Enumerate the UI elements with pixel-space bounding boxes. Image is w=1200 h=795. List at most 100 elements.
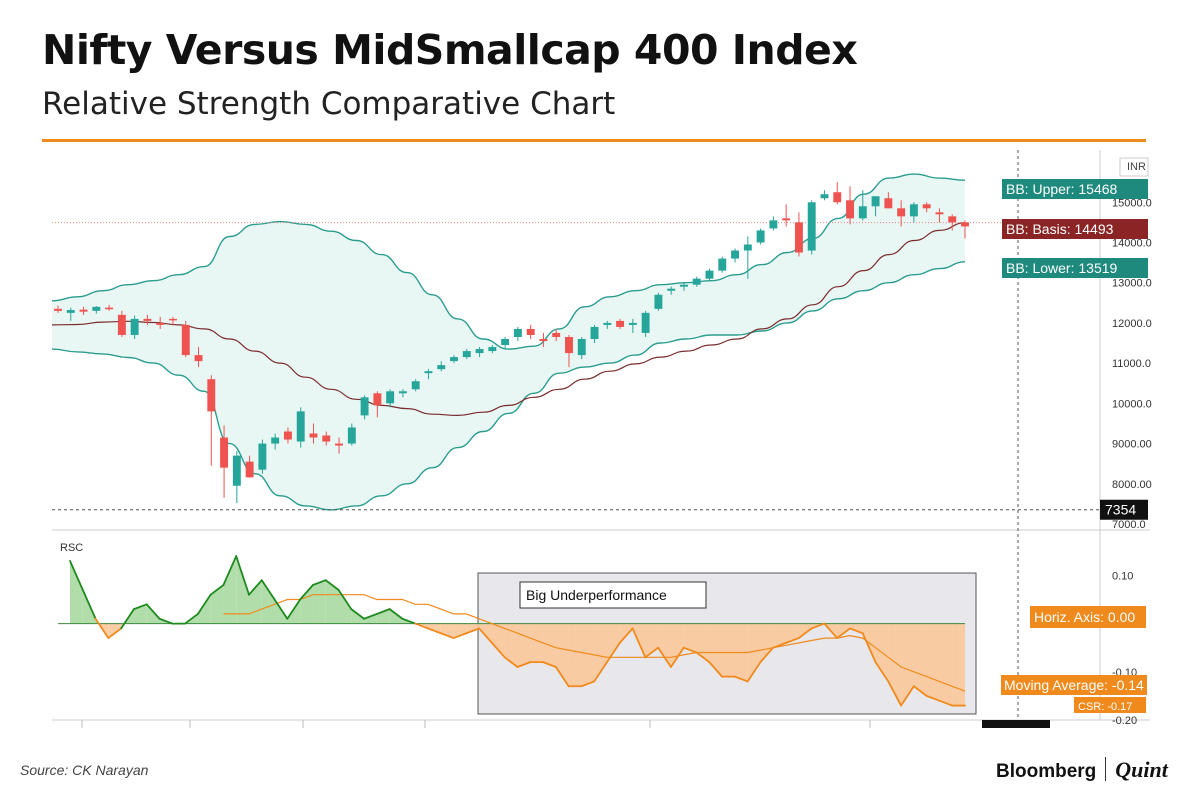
candle-body: [207, 379, 216, 412]
rsc-line-segment: [363, 613, 378, 620]
rsc-fill-below: [683, 623, 697, 653]
rsc-fill-above: [376, 609, 390, 624]
rsc-line-segment: [414, 622, 429, 630]
candle-body: [616, 320, 625, 327]
rsc-fill-below: [108, 623, 122, 639]
rsc-line-segment: [491, 641, 506, 659]
rsc-line-segment: [900, 685, 915, 707]
brand-bloomberg: Bloomberg: [996, 761, 1097, 782]
candle: [424, 369, 433, 380]
candle: [411, 379, 420, 392]
rsc-line-segment: [312, 579, 327, 586]
candle-body: [335, 443, 344, 446]
rsc-line-segment: [797, 627, 813, 639]
candle: [79, 306, 88, 315]
rsc-fill-above: [389, 609, 403, 624]
candle-body: [897, 208, 906, 217]
candle-body: [54, 308, 62, 311]
rsc-line-segment: [452, 632, 468, 639]
bb-lower-label: BB: Lower: 13519: [1006, 260, 1118, 276]
bollinger-band-fill: [52, 174, 965, 510]
rsc-line-segment: [554, 666, 570, 688]
rsc-fill-below: [530, 623, 544, 663]
candle-body: [565, 336, 573, 354]
rsc-fill-below: [747, 623, 761, 682]
rsc-line-segment: [286, 598, 302, 620]
moving-average-label-box: [1001, 675, 1147, 695]
chart-title: Nifty Versus MidSmallcap 400 Index: [42, 26, 858, 74]
bollinger-basis-line: [51, 222, 966, 417]
candle-body: [194, 355, 203, 362]
candle: [577, 336, 586, 360]
candle-body: [794, 222, 803, 253]
candle-body: [450, 357, 458, 362]
candle-body: [232, 455, 241, 486]
rsc-fill-above: [325, 580, 339, 624]
candle: [232, 450, 241, 504]
candle-body: [271, 437, 280, 444]
crosshair-price-box: [1100, 499, 1148, 520]
candle-body: [909, 204, 918, 217]
candle: [718, 256, 727, 273]
candle-body: [424, 371, 433, 374]
candle-body: [386, 391, 395, 404]
candle: [565, 334, 573, 368]
rsc-line-segment: [836, 627, 851, 639]
rsc-fill-above: [261, 580, 275, 624]
rsc-fill-above: [236, 556, 249, 624]
candle: [794, 212, 803, 257]
candle: [322, 431, 331, 446]
horiz-axis-label-box: [1030, 606, 1146, 628]
rsc-fill-above: [210, 585, 224, 624]
rsc-line-segment: [133, 603, 148, 611]
price-tick-label: 15000.0: [1112, 197, 1152, 209]
rsc-fill-above: [338, 589, 352, 624]
candle-body: [475, 349, 484, 354]
crosshair-price-label: 7354: [1105, 502, 1136, 518]
price-tick-label: 7000.0: [1112, 519, 1146, 531]
candle: [922, 202, 931, 213]
candle-body: [539, 339, 548, 342]
rsc-fill-below: [709, 623, 723, 677]
candle-body: [871, 196, 880, 207]
candle-body: [526, 328, 535, 335]
rsc-line-segment: [478, 627, 493, 644]
chart-subtitle: Relative Strength Comparative Chart: [42, 86, 616, 122]
candle-body: [220, 437, 229, 468]
rsc-line-segment: [849, 627, 864, 635]
rsc-fill-below: [773, 623, 786, 648]
candle: [475, 347, 484, 358]
bb-basis-label: BB: Basis: 14493: [1006, 221, 1114, 237]
rsc-line-segment: [222, 555, 238, 586]
rsc-fill-below: [760, 623, 774, 663]
candle-body: [462, 351, 471, 358]
candle-body: [347, 427, 356, 444]
candle-body: [79, 309, 88, 312]
rsc-line-segment: [746, 661, 762, 683]
rsc-fill-above: [70, 560, 83, 624]
rsc-line-segment: [184, 613, 199, 625]
candle-body: [858, 206, 867, 219]
candle: [105, 304, 114, 311]
rsc-line-segment: [695, 651, 711, 664]
candle: [705, 268, 714, 281]
candle: [616, 318, 625, 329]
candle: [628, 318, 637, 333]
rsc-line-segment: [644, 646, 660, 659]
candle: [948, 214, 957, 231]
rsc-line-segment: [925, 694, 941, 702]
candle: [526, 324, 535, 339]
candle: [54, 305, 62, 313]
candle: [488, 345, 497, 354]
rsc-fill-below: [491, 623, 505, 658]
rsc-line-segment: [273, 598, 289, 620]
candle: [513, 326, 522, 342]
bb-basis-label-box: [1002, 219, 1148, 239]
rsc-line-segment: [657, 646, 672, 668]
candle: [462, 349, 471, 360]
rsc-line-segment: [465, 627, 481, 635]
candle: [373, 391, 382, 418]
candle: [245, 455, 254, 478]
candle: [437, 361, 446, 372]
candle-body: [833, 192, 842, 203]
